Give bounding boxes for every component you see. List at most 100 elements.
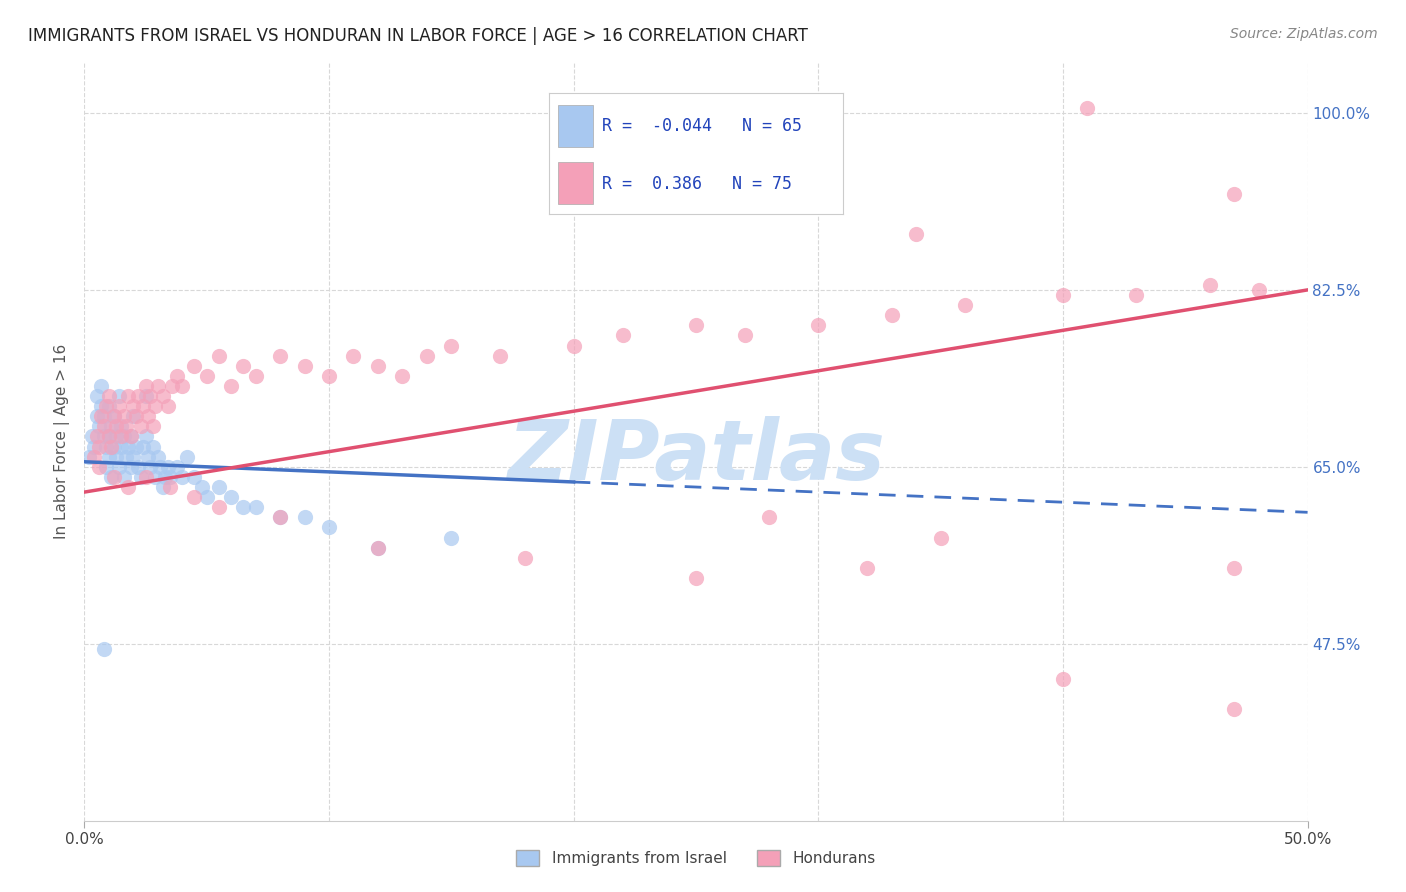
Point bbox=[162, 379, 184, 393]
Point bbox=[112, 470, 135, 484]
Point bbox=[269, 349, 291, 363]
Point bbox=[115, 419, 138, 434]
Point bbox=[318, 520, 340, 534]
Point bbox=[183, 470, 205, 484]
Point bbox=[1125, 288, 1147, 302]
Point bbox=[87, 419, 110, 434]
Point bbox=[139, 389, 162, 403]
Point bbox=[191, 480, 214, 494]
Point bbox=[856, 561, 879, 575]
Point bbox=[342, 349, 364, 363]
Point bbox=[135, 429, 157, 443]
Point bbox=[513, 550, 536, 565]
Point bbox=[107, 399, 129, 413]
Point bbox=[905, 227, 928, 242]
Point bbox=[122, 409, 145, 424]
Point bbox=[125, 440, 148, 454]
Point bbox=[120, 459, 142, 474]
Point bbox=[135, 379, 157, 393]
Point bbox=[135, 389, 157, 403]
Point bbox=[93, 429, 115, 443]
Point bbox=[1223, 702, 1246, 716]
Text: Source: ZipAtlas.com: Source: ZipAtlas.com bbox=[1230, 27, 1378, 41]
Point bbox=[115, 450, 138, 464]
Point bbox=[77, 450, 100, 464]
Point bbox=[110, 419, 132, 434]
Point bbox=[110, 440, 132, 454]
Point bbox=[97, 429, 120, 443]
Point bbox=[136, 409, 159, 424]
Point bbox=[112, 429, 135, 443]
Point bbox=[103, 409, 125, 424]
Point bbox=[117, 389, 139, 403]
Point bbox=[219, 490, 242, 504]
Point bbox=[245, 368, 267, 383]
Point bbox=[97, 389, 120, 403]
Point bbox=[112, 409, 135, 424]
Point bbox=[367, 541, 389, 555]
Point bbox=[83, 440, 105, 454]
Point bbox=[612, 328, 634, 343]
Point bbox=[143, 470, 166, 484]
Point bbox=[152, 389, 174, 403]
Point bbox=[734, 328, 756, 343]
Point bbox=[96, 399, 118, 413]
Point bbox=[156, 459, 179, 474]
Point bbox=[127, 389, 149, 403]
Point bbox=[172, 470, 194, 484]
Point bbox=[685, 571, 707, 585]
Point bbox=[149, 459, 172, 474]
Point bbox=[132, 440, 155, 454]
Point bbox=[156, 399, 179, 413]
Point bbox=[127, 459, 149, 474]
Point bbox=[100, 470, 122, 484]
Point bbox=[117, 480, 139, 494]
Point bbox=[93, 641, 115, 656]
Point bbox=[153, 470, 176, 484]
Point bbox=[96, 440, 118, 454]
Point bbox=[269, 510, 291, 524]
Point bbox=[172, 379, 194, 393]
Point bbox=[97, 399, 120, 413]
Point bbox=[416, 349, 439, 363]
Point bbox=[142, 419, 165, 434]
Point bbox=[166, 368, 188, 383]
Point bbox=[176, 450, 198, 464]
Point bbox=[159, 480, 181, 494]
Point bbox=[1223, 186, 1246, 201]
Legend: Immigrants from Israel, Hondurans: Immigrants from Israel, Hondurans bbox=[516, 850, 876, 866]
Point bbox=[269, 510, 291, 524]
Point bbox=[120, 429, 142, 443]
Point bbox=[90, 379, 112, 393]
Point bbox=[93, 419, 115, 434]
Point bbox=[219, 379, 242, 393]
Point bbox=[83, 450, 105, 464]
Point bbox=[120, 429, 142, 443]
Point bbox=[489, 349, 512, 363]
Point bbox=[294, 359, 316, 373]
Point bbox=[87, 440, 110, 454]
Point bbox=[135, 470, 157, 484]
Point bbox=[93, 409, 115, 424]
Point bbox=[232, 359, 254, 373]
Point bbox=[87, 459, 110, 474]
Point bbox=[100, 419, 122, 434]
Point bbox=[440, 531, 463, 545]
Y-axis label: In Labor Force | Age > 16: In Labor Force | Age > 16 bbox=[55, 344, 70, 539]
Point bbox=[929, 531, 952, 545]
Point bbox=[107, 459, 129, 474]
Point bbox=[807, 318, 830, 333]
Point bbox=[129, 419, 152, 434]
Point bbox=[183, 490, 205, 504]
Point bbox=[97, 450, 120, 464]
Point bbox=[97, 429, 120, 443]
Point bbox=[195, 490, 218, 504]
Point bbox=[159, 470, 181, 484]
Point bbox=[562, 338, 585, 352]
Point bbox=[391, 368, 413, 383]
Point bbox=[103, 470, 125, 484]
Point bbox=[86, 409, 108, 424]
Point bbox=[122, 399, 145, 413]
Point bbox=[105, 450, 128, 464]
Point bbox=[685, 318, 707, 333]
